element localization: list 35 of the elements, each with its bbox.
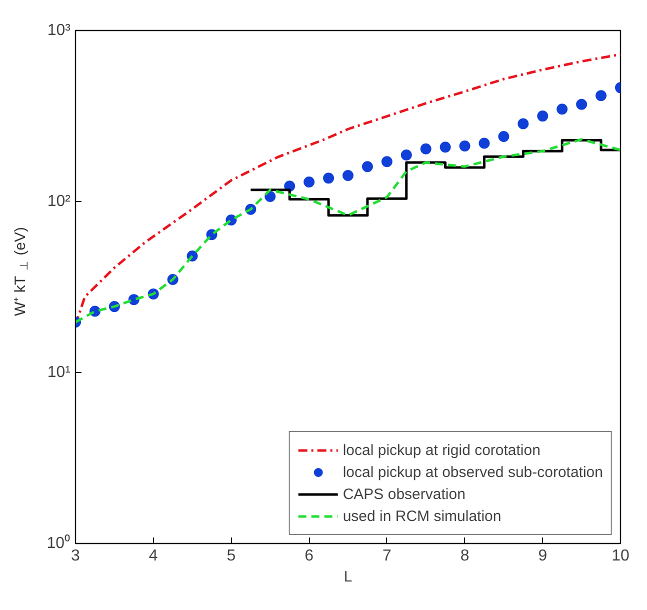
point	[420, 143, 432, 154]
y-tick-label: 10²	[47, 193, 72, 210]
point	[381, 156, 392, 168]
x-tick-label: 7	[382, 548, 392, 564]
x-tick-label: 9	[538, 548, 548, 564]
point	[537, 110, 548, 122]
point	[576, 98, 588, 110]
x-tick-label: 6	[304, 548, 314, 564]
x-tick-label: 8	[460, 548, 470, 564]
legend-label: used in RCM simulation	[342, 508, 502, 524]
point	[362, 161, 373, 172]
point	[518, 118, 529, 130]
point	[323, 172, 334, 184]
point	[440, 142, 451, 153]
point	[400, 150, 412, 161]
point	[556, 104, 568, 115]
x-axis-title: L	[344, 568, 352, 586]
point	[459, 140, 470, 152]
x-tick-label: 3	[71, 548, 80, 564]
point	[342, 170, 354, 181]
y-axis-title: W⁺ kT⊥ (eV)	[12, 227, 30, 316]
point	[498, 130, 510, 142]
point	[596, 90, 607, 102]
y-tick-label: 10³	[47, 22, 72, 39]
point	[264, 190, 276, 202]
legend-label: local pickup at observed sub-corotation	[342, 464, 603, 480]
legend-label: local pickup at rigid corotation	[342, 442, 540, 458]
y-tick-label: 10¹	[47, 364, 70, 381]
point	[304, 176, 315, 188]
y-tick-label: 10⁰	[46, 534, 70, 552]
x-tick-label: 10	[612, 548, 630, 564]
x-tick-label: 4	[148, 548, 158, 564]
point	[478, 138, 490, 149]
x-tick-label: 5	[226, 548, 236, 564]
legend-label: CAPS observation	[342, 486, 466, 502]
